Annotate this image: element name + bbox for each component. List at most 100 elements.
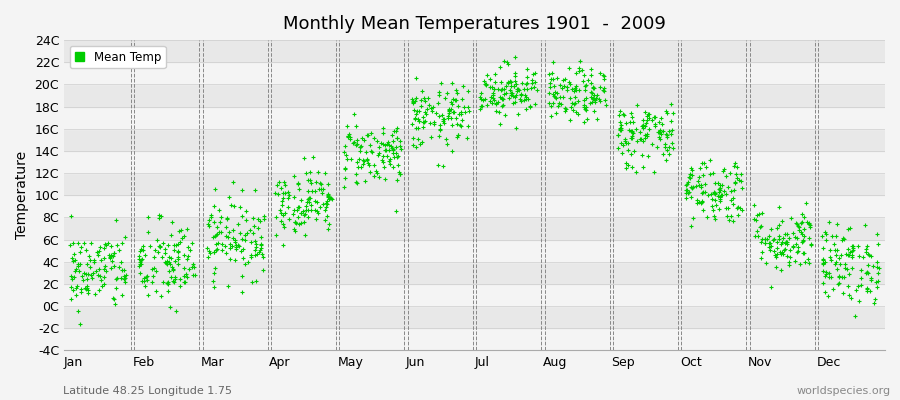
Point xyxy=(69,285,84,291)
Point xyxy=(795,230,809,237)
Point xyxy=(362,162,376,168)
Point xyxy=(64,296,78,302)
Point xyxy=(764,284,778,290)
Point xyxy=(350,180,365,186)
Point xyxy=(132,255,147,262)
Point xyxy=(106,250,121,256)
Point xyxy=(96,266,111,272)
Point xyxy=(413,97,428,104)
Point xyxy=(453,122,467,128)
Point xyxy=(508,94,522,101)
Point xyxy=(158,246,172,252)
Point xyxy=(778,240,793,246)
Point xyxy=(773,249,788,255)
Point xyxy=(412,118,427,124)
Point xyxy=(585,90,599,96)
Point xyxy=(816,260,831,267)
Point xyxy=(292,186,306,192)
Point xyxy=(159,260,174,267)
Point xyxy=(92,287,106,294)
Point xyxy=(436,118,450,124)
Point xyxy=(405,120,419,127)
Point xyxy=(118,279,132,285)
Point xyxy=(519,96,534,102)
Point xyxy=(318,216,332,223)
Point xyxy=(99,242,113,248)
Point xyxy=(386,128,400,134)
Point xyxy=(311,186,326,192)
Point xyxy=(734,170,748,177)
Point xyxy=(653,129,668,135)
Point xyxy=(545,58,560,65)
Point xyxy=(318,206,332,213)
Point xyxy=(556,77,571,83)
Point xyxy=(273,207,287,214)
Point xyxy=(796,238,810,244)
Point xyxy=(585,98,599,105)
Point xyxy=(220,216,234,222)
Point xyxy=(133,257,148,263)
Point xyxy=(835,274,850,280)
Point xyxy=(272,178,286,185)
Point xyxy=(664,140,679,147)
Point xyxy=(417,95,431,101)
Point xyxy=(679,194,693,201)
Point xyxy=(510,86,525,92)
Point xyxy=(210,231,224,237)
Point xyxy=(824,257,838,263)
Point xyxy=(297,210,311,217)
Point xyxy=(175,235,189,242)
Point xyxy=(790,248,805,254)
Point xyxy=(207,270,221,276)
Point xyxy=(176,252,191,258)
Point xyxy=(249,251,264,257)
Point xyxy=(707,216,722,222)
Point xyxy=(180,226,194,232)
Point xyxy=(238,208,253,215)
Point xyxy=(222,229,237,235)
Point xyxy=(504,90,518,96)
Point xyxy=(221,283,236,290)
Point xyxy=(786,243,800,250)
Point xyxy=(173,239,187,246)
Point xyxy=(706,207,720,214)
Point xyxy=(285,210,300,217)
Point xyxy=(375,157,390,163)
Point xyxy=(410,74,424,81)
Point xyxy=(760,236,774,243)
Point xyxy=(525,80,539,86)
Point xyxy=(320,200,334,206)
Point xyxy=(254,234,268,241)
Point xyxy=(448,96,463,103)
Point xyxy=(832,273,847,279)
Point xyxy=(320,201,334,207)
Point xyxy=(636,117,651,124)
Point xyxy=(73,320,87,327)
Point xyxy=(634,123,649,129)
Bar xyxy=(64,62,885,84)
Point xyxy=(860,286,874,292)
Point xyxy=(652,136,667,142)
Point xyxy=(149,268,164,274)
Point xyxy=(171,248,185,254)
Point xyxy=(164,232,178,238)
Point xyxy=(287,219,302,225)
Point xyxy=(748,233,762,240)
Point xyxy=(236,255,250,261)
Point xyxy=(498,112,512,119)
Point xyxy=(804,242,818,248)
Point xyxy=(495,86,509,92)
Point xyxy=(507,83,521,90)
Point xyxy=(586,84,600,91)
Point xyxy=(440,90,454,96)
Point xyxy=(446,80,460,86)
Point xyxy=(707,197,722,204)
Point xyxy=(642,110,656,117)
Title: Monthly Mean Temperatures 1901  -  2009: Monthly Mean Temperatures 1901 - 2009 xyxy=(284,15,666,33)
Point xyxy=(665,145,680,152)
Point xyxy=(321,192,336,199)
Point xyxy=(427,120,441,127)
Point xyxy=(577,118,591,125)
Point xyxy=(366,172,381,179)
Point xyxy=(376,124,391,131)
